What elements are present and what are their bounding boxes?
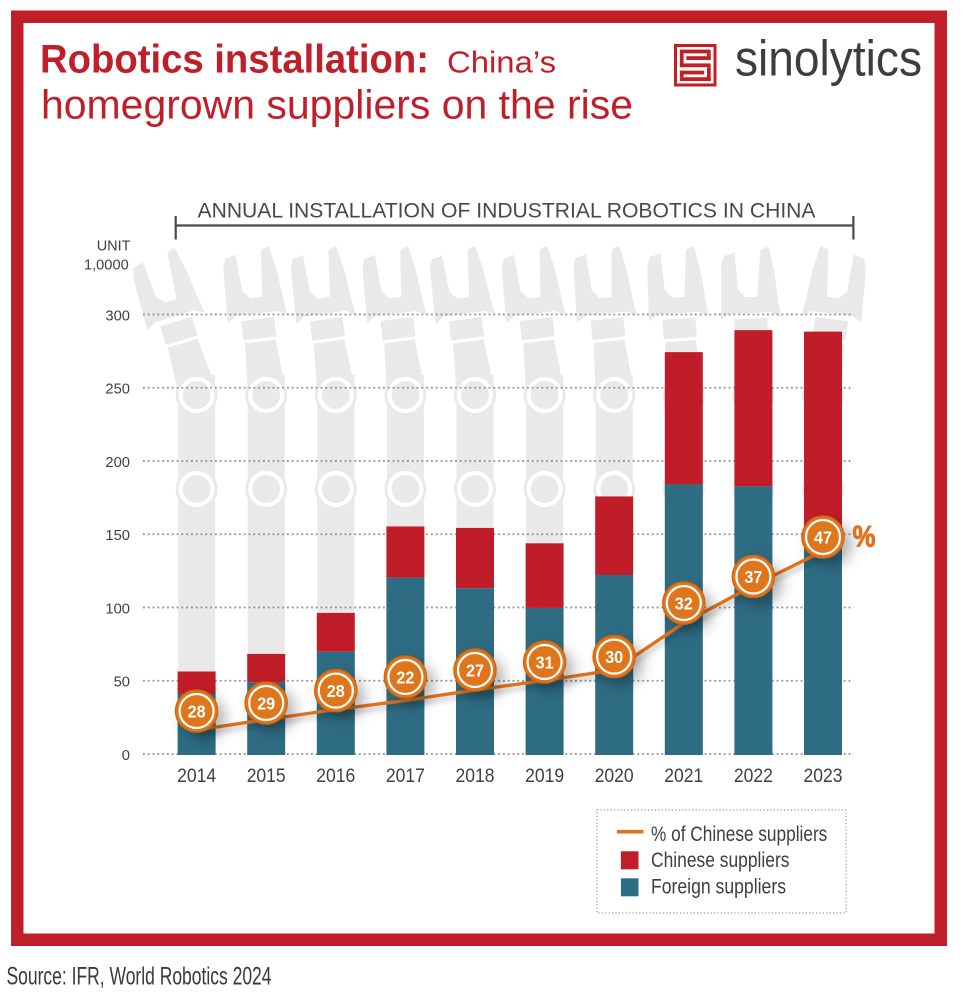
svg-text:2014: 2014 bbox=[177, 765, 216, 787]
svg-text:%: % bbox=[853, 521, 876, 554]
svg-text:100: 100 bbox=[105, 601, 130, 617]
svg-text:China’s: China’s bbox=[447, 44, 556, 79]
svg-text:UNIT: UNIT bbox=[97, 237, 131, 254]
svg-text:32: 32 bbox=[675, 593, 693, 613]
svg-text:250: 250 bbox=[105, 382, 130, 398]
svg-text:1,0000: 1,0000 bbox=[84, 258, 129, 274]
svg-text:2022: 2022 bbox=[734, 765, 773, 787]
svg-text:2021: 2021 bbox=[664, 765, 703, 787]
svg-text:ANNUAL INSTALLATION OF INDUSTR: ANNUAL INSTALLATION OF INDUSTRIAL ROBOTI… bbox=[198, 200, 816, 223]
svg-text:200: 200 bbox=[105, 455, 130, 471]
svg-text:47: 47 bbox=[814, 527, 832, 547]
svg-text:2016: 2016 bbox=[316, 765, 355, 787]
svg-text:150: 150 bbox=[105, 528, 130, 544]
svg-text:2017: 2017 bbox=[386, 765, 425, 787]
svg-text:sinolytics: sinolytics bbox=[735, 31, 922, 87]
svg-text:homegrown suppliers on the ris: homegrown suppliers on the rise bbox=[41, 82, 633, 128]
svg-text:Chinese suppliers: Chinese suppliers bbox=[651, 849, 790, 872]
svg-text:31: 31 bbox=[536, 652, 554, 672]
svg-text:27: 27 bbox=[466, 660, 484, 680]
svg-text:22: 22 bbox=[396, 667, 414, 687]
svg-text:2019: 2019 bbox=[525, 765, 564, 787]
svg-text:37: 37 bbox=[744, 567, 762, 587]
svg-text:28: 28 bbox=[188, 701, 206, 721]
svg-text:50: 50 bbox=[114, 675, 130, 691]
svg-text:30: 30 bbox=[605, 647, 623, 667]
svg-text:2018: 2018 bbox=[456, 765, 495, 787]
svg-text:Robotics installation:: Robotics installation: bbox=[40, 37, 429, 81]
svg-text:2023: 2023 bbox=[804, 765, 843, 787]
svg-text:Foreign suppliers: Foreign suppliers bbox=[651, 876, 786, 899]
svg-text:28: 28 bbox=[327, 681, 345, 701]
svg-text:2015: 2015 bbox=[247, 765, 286, 787]
svg-text:0: 0 bbox=[122, 748, 130, 764]
svg-text:% of Chinese suppliers: % of Chinese suppliers bbox=[651, 823, 827, 846]
svg-text:2020: 2020 bbox=[595, 765, 634, 787]
svg-text:29: 29 bbox=[257, 693, 275, 713]
svg-text:300: 300 bbox=[105, 308, 130, 324]
svg-text:Source: IFR, World Robotics 20: Source: IFR, World Robotics 2024 bbox=[7, 963, 272, 991]
